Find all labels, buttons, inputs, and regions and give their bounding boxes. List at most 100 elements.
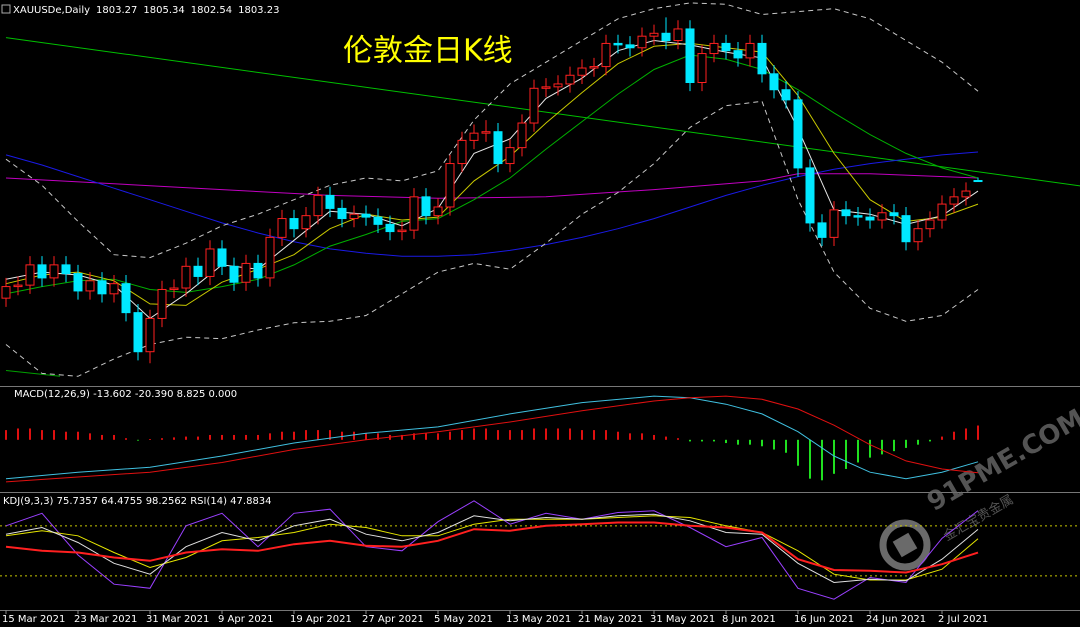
- indicator-line: [5, 151, 979, 257]
- candle-body: [661, 32, 671, 42]
- indicator-line: [5, 100, 979, 377]
- candle-body: [481, 131, 491, 134]
- header-icon: [1, 4, 11, 14]
- candle-body: [829, 209, 839, 238]
- x-tick-label: 21 May 2021: [578, 614, 643, 625]
- candle-body: [949, 196, 959, 205]
- indicator-line: [5, 173, 979, 199]
- candle-body: [733, 50, 743, 59]
- candle-body: [397, 229, 407, 233]
- indicator-line: [5, 42, 979, 306]
- candle-body: [757, 42, 767, 75]
- indicator-line: [5, 515, 979, 581]
- candle-body: [349, 213, 359, 220]
- candle-body: [229, 265, 239, 283]
- candle-body: [589, 66, 599, 69]
- symbol-header: XAUUSDe,Daily 1803.27 1805.34 1802.54 1803.…: [1, 4, 279, 16]
- x-tick-label: 8 Jun 2021: [722, 614, 776, 625]
- candle-body: [61, 264, 71, 275]
- x-tick-label: 15 Mar 2021: [2, 614, 65, 625]
- candle-body: [625, 44, 635, 49]
- candle-body: [817, 222, 827, 238]
- x-tick-label: 2 Jul 2021: [938, 614, 988, 625]
- macd-panel: [5, 395, 979, 483]
- candle-body: [313, 194, 323, 217]
- macd-header: MACD(12,26,9) -13.602 -20.390 8.825 0.00…: [14, 389, 237, 400]
- candle-body: [73, 273, 83, 292]
- indicator-line: [5, 513, 979, 584]
- candle-body: [841, 209, 851, 217]
- candle-body: [385, 223, 395, 233]
- candle-body: [769, 73, 779, 91]
- x-tick-label: 27 Apr 2021: [362, 614, 424, 625]
- candle-body: [973, 180, 983, 183]
- ohlc-value: 1802.54: [191, 5, 232, 16]
- candle-body: [325, 194, 335, 209]
- indicator-line: [5, 395, 979, 483]
- candle-body: [901, 215, 911, 243]
- candle-body: [553, 83, 563, 88]
- indicator-line: [5, 54, 979, 295]
- candle-body: [529, 87, 539, 124]
- candle-body: [337, 207, 347, 220]
- candle-body: [781, 89, 791, 101]
- candle-body: [637, 35, 647, 49]
- candle-body: [109, 283, 119, 295]
- watermark-logo: [892, 532, 918, 558]
- candle-body: [685, 28, 695, 83]
- candle-body: [193, 265, 203, 277]
- candle-body: [709, 42, 719, 55]
- candle-body: [565, 74, 575, 85]
- x-tick-label: 31 Mar 2021: [146, 614, 209, 625]
- candle-body: [937, 203, 947, 221]
- indicator-line: [5, 37, 1080, 187]
- candle-body: [25, 264, 35, 286]
- symbol: XAUUSDe,Daily: [13, 5, 90, 16]
- candle-body: [121, 283, 131, 314]
- candle-body: [241, 262, 251, 283]
- candle-body: [745, 42, 755, 59]
- watermark-logo: [879, 519, 931, 571]
- candle-body: [205, 248, 215, 277]
- candle-body: [613, 42, 623, 46]
- candle-body: [433, 206, 443, 217]
- candle-body: [277, 218, 287, 238]
- candle-body: [85, 280, 95, 292]
- indicator-line: [5, 39, 979, 320]
- candle-body: [721, 42, 731, 52]
- candle-body: [49, 264, 59, 279]
- candle-body: [577, 67, 587, 76]
- candle-body: [853, 215, 863, 218]
- candle-body: [1, 286, 11, 299]
- ohlc-value: 1803.27: [96, 5, 137, 16]
- candle-body: [505, 147, 515, 165]
- candle-body: [493, 131, 503, 165]
- candle-body: [865, 216, 875, 221]
- candle-body: [421, 196, 431, 217]
- kdj-header: KDJ(9,3,3) 75.7357 64.4755 98.2562 RSI(1…: [3, 496, 272, 507]
- x-tick-label: 24 Jun 2021: [866, 614, 926, 625]
- kdj-panel: [0, 500, 1080, 600]
- candle-body: [253, 262, 263, 279]
- candle-body: [133, 312, 143, 353]
- candle-body: [409, 196, 419, 231]
- x-tick-label: 19 Apr 2021: [290, 614, 352, 625]
- ohlc-value: 1803.23: [238, 5, 279, 16]
- candle-body: [457, 139, 467, 165]
- candle-body: [673, 28, 683, 42]
- candle-body: [541, 86, 551, 89]
- candle-body: [913, 228, 923, 243]
- candle-body: [445, 163, 455, 208]
- candle-body: [793, 99, 803, 169]
- candle-body: [289, 218, 299, 230]
- candle-body: [601, 42, 611, 68]
- indicator-line: [5, 2, 979, 259]
- candle-body: [97, 280, 107, 295]
- indicator-line: [5, 395, 979, 480]
- x-tick-label: 31 May 2021: [650, 614, 715, 625]
- candle-body: [697, 53, 707, 83]
- candle-body: [469, 132, 479, 141]
- x-tick-label: 5 May 2021: [434, 614, 493, 625]
- candle-body: [517, 122, 527, 149]
